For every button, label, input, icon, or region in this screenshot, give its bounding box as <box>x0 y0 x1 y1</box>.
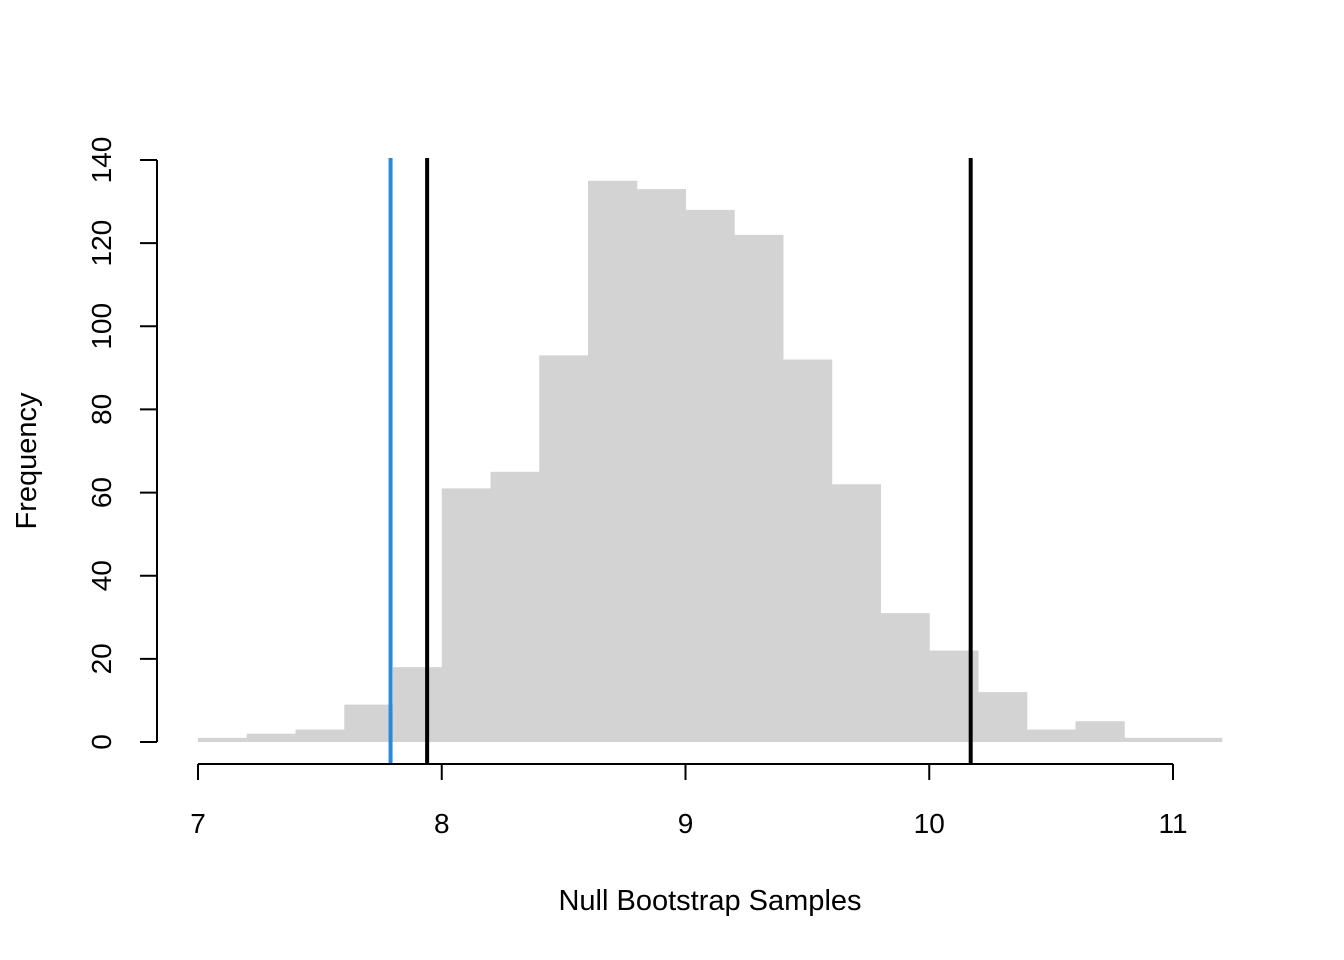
histogram-bar <box>880 613 930 742</box>
y-tick-label: 40 <box>86 560 117 591</box>
y-tick-label: 0 <box>86 734 117 750</box>
histogram-bars <box>198 180 1223 743</box>
histogram-bar <box>1124 737 1174 742</box>
y-axis-title: Frequency <box>11 392 43 530</box>
histogram-bar <box>978 692 1028 742</box>
histogram-bar <box>246 733 296 742</box>
x-tick-label: 11 <box>1158 808 1187 839</box>
x-axis: 7 8 9 10 11 <box>190 763 1188 839</box>
y-axis: 0 20 40 60 80 100 120 140 <box>86 137 158 750</box>
histogram-bar <box>198 737 248 742</box>
histogram-bar <box>1026 729 1076 742</box>
y-tick-label: 100 <box>86 303 117 350</box>
y-tick-label: 60 <box>86 477 117 508</box>
x-axis-title: Null Bootstrap Samples <box>558 885 861 917</box>
y-tick-label: 20 <box>86 643 117 674</box>
histogram-bar <box>344 704 394 742</box>
histogram-bar <box>1075 721 1125 742</box>
histogram-bar <box>636 189 686 743</box>
histogram-bar <box>539 355 589 742</box>
histogram-bar <box>490 471 540 742</box>
histogram-bar <box>831 484 881 742</box>
histogram-bar <box>783 359 833 742</box>
x-tick-label: 10 <box>914 808 945 839</box>
y-tick-label: 140 <box>86 137 117 184</box>
x-tick-label: 7 <box>190 808 206 839</box>
histogram-bar <box>1173 737 1223 742</box>
histogram-bar <box>441 488 491 742</box>
y-tick-label: 120 <box>86 220 117 267</box>
histogram-bar <box>588 180 638 743</box>
histogram-bar <box>295 729 345 742</box>
y-tick-label: 80 <box>86 394 117 425</box>
x-tick-label: 9 <box>678 808 694 839</box>
reference-lines <box>388 158 973 764</box>
histogram-bar <box>393 667 443 742</box>
histogram-bar <box>734 234 784 743</box>
histogram-bar <box>685 209 735 742</box>
x-tick-label: 8 <box>434 808 450 839</box>
